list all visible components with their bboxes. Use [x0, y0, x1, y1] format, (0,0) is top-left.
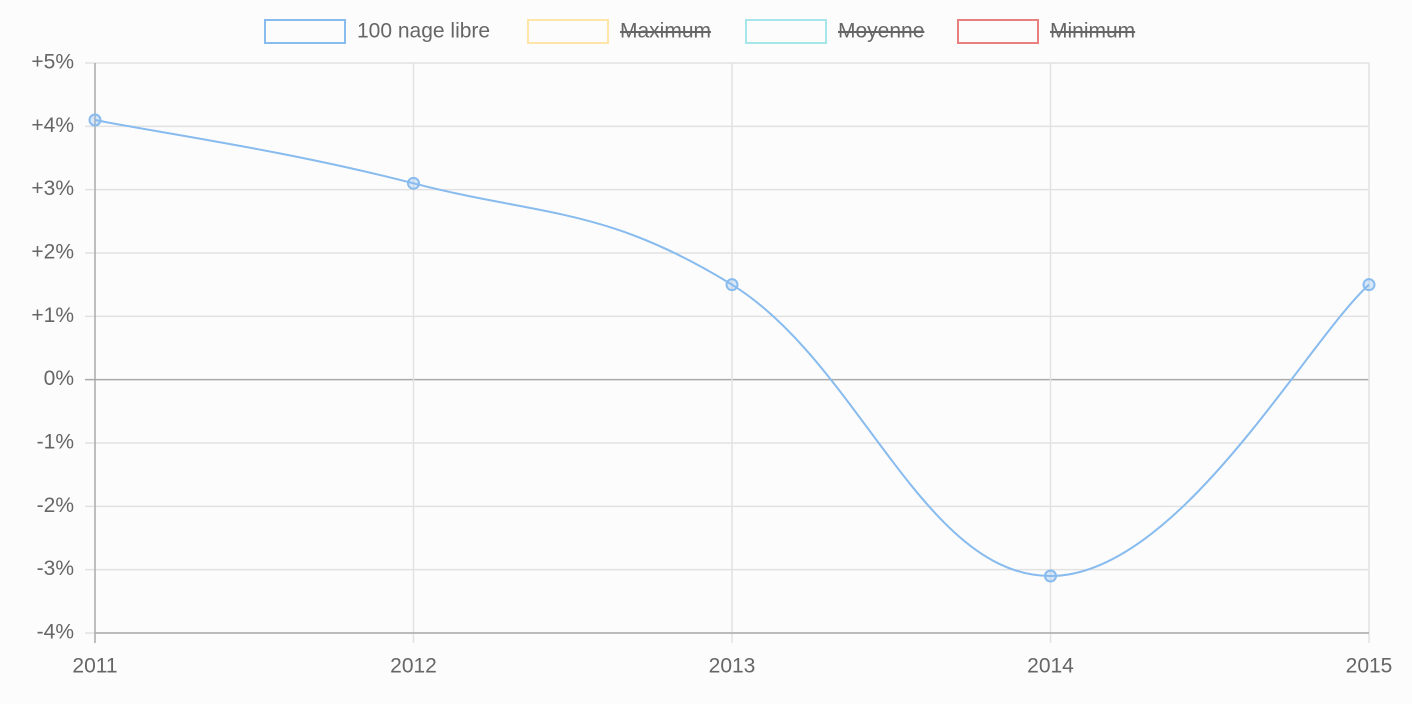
data-point [1362, 278, 1376, 292]
data-point [725, 278, 739, 292]
data-point [407, 176, 420, 190]
y-tick-label: +5% [31, 51, 74, 74]
legend-label[interactable]: 100 nage libre [357, 20, 490, 43]
legend-swatch [745, 19, 827, 44]
legend-swatch [957, 19, 1039, 44]
y-tick-label: +1% [31, 304, 74, 327]
x-tick-label: 2011 [72, 655, 117, 678]
x-tick-label: 2014 [1027, 655, 1074, 678]
y-tick-label: -1% [37, 431, 74, 454]
data-point [88, 113, 102, 127]
series-line [94, 119, 1370, 578]
x-tick-label: 2015 [1346, 655, 1393, 678]
y-tick-label: -2% [37, 494, 74, 517]
data-point [1044, 569, 1057, 583]
y-tick-label: -3% [37, 557, 74, 580]
legend-swatch [527, 19, 609, 44]
y-tick-label: +2% [31, 241, 74, 264]
y-tick-label: +4% [31, 114, 74, 137]
x-tick-label: 2012 [390, 655, 437, 678]
x-tick-label: 2013 [709, 655, 756, 678]
legend-swatch [264, 19, 346, 44]
y-tick-label: 0% [44, 367, 74, 390]
y-tick-label: -4% [37, 621, 74, 644]
y-tick-label: +3% [31, 177, 74, 200]
